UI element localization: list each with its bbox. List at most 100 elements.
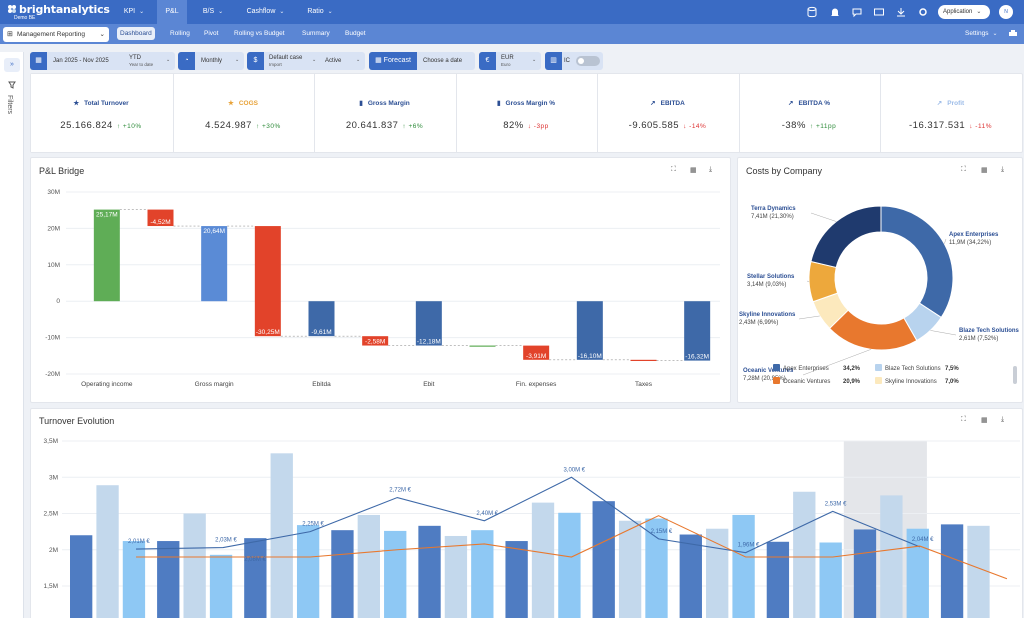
kpi-change: ↓ -11% [969, 123, 992, 130]
turnover-bar [418, 525, 441, 618]
kpi-card[interactable]: ↗ EBITDA -9.605.585 ↓ -14% [597, 74, 737, 152]
y-tick-label: 2M [49, 547, 58, 554]
turnover-bar [331, 530, 354, 618]
fullscreen-icon[interactable]: ⛶ [961, 416, 966, 423]
turnover-bar [732, 514, 755, 618]
tab-rolling[interactable]: Rolling [170, 30, 190, 37]
slice-name-label: Skyline Innovations [739, 312, 796, 318]
donut-slice [880, 205, 954, 319]
x-tick-label: Ebitda [312, 381, 331, 388]
kpi-card[interactable]: ★ Total Turnover 25.166.824 ↑ +10% [31, 74, 171, 152]
scenario-status: Active [325, 58, 342, 64]
bell-icon[interactable] [829, 6, 841, 18]
clock-icon: ◔ [178, 52, 195, 70]
avatar[interactable]: N [999, 5, 1013, 19]
turnover-bar [357, 514, 380, 618]
arrow-up-icon: ↑ [255, 123, 260, 130]
building-icon: ▥ [545, 52, 562, 70]
period-mode: YTD [129, 55, 141, 61]
report-select[interactable]: ⊞ Management Reporting ⌄ [3, 27, 109, 42]
forecast-filter[interactable]: ▦ Forecast Choose a date [369, 52, 475, 70]
tab-dashboard[interactable]: Dashboard [117, 27, 155, 40]
turnover-evolution-chart: 3,5M 3M 2,5M 2M 1,5M 2,01M € 2,03M € 2,25M € 2,7… [44, 438, 1020, 618]
settings-icon[interactable] [917, 6, 929, 18]
x-tick-label: Ebit [423, 381, 434, 388]
line-chart-icon: ↗ [788, 100, 794, 107]
nav-kpi[interactable]: KPI ⌄ [123, 8, 145, 15]
bridge-data-label: -16,10M [578, 353, 602, 360]
download-icon[interactable]: ⤓ [1001, 166, 1005, 173]
granularity-filter[interactable]: ◔ Monthly ⌄ [178, 52, 244, 70]
fullscreen-icon[interactable]: ⛶ [961, 166, 966, 173]
slice-value-label: 2,43M (6,99%) [739, 320, 778, 326]
logo-icon [8, 5, 16, 13]
table-icon[interactable]: ▦ [690, 167, 697, 174]
kpi-card[interactable]: ↗ Profit -16.317.531 ↓ -11% [880, 74, 1020, 152]
slice-value-label: 2,61M (7,52%) [959, 336, 998, 342]
bridge-bar [684, 301, 711, 361]
nav-ratio[interactable]: Ratio ⌄ [307, 8, 333, 15]
legend-scrollbar[interactable] [1013, 366, 1017, 384]
tab-budget[interactable]: Budget [345, 30, 366, 37]
y-tick-label: -10M [45, 335, 60, 342]
leader-line [930, 330, 957, 336]
ic-toggle[interactable] [576, 56, 600, 66]
tab-rolling-vs-budget[interactable]: Rolling vs Budget [234, 30, 285, 37]
database-icon[interactable] [806, 6, 818, 18]
toggle-knob [578, 58, 584, 64]
chat-icon[interactable] [851, 6, 863, 18]
line-chart-icon: ↗ [650, 100, 656, 107]
x-tick-label: Taxes [635, 381, 653, 388]
scenario-sub: Import [269, 62, 282, 67]
download-icon[interactable] [895, 6, 907, 18]
costs-title: Costs by Company [746, 166, 823, 176]
slice-value-label: 3,14M (9,03%) [747, 282, 786, 288]
bridge-data-label: -3,91M [526, 353, 546, 360]
tab-pivot[interactable]: Pivot [204, 30, 219, 37]
table-icon[interactable]: ▦ [981, 417, 988, 424]
x-tick-label: Fin. expenses [516, 381, 557, 388]
table-icon[interactable]: ▦ [981, 167, 988, 174]
bridge-bar [523, 345, 550, 360]
scenario-filter[interactable]: $ Default case Import ⌄ Active ⌄ [247, 52, 365, 70]
nav-bs[interactable]: B/S ⌄ [202, 8, 224, 15]
fullscreen-icon[interactable]: ⛶ [671, 166, 676, 173]
bridge-data-label: -2,58M [365, 339, 385, 346]
grid-icon: ⊞ [7, 31, 13, 38]
kpi-card[interactable]: ▮ Gross Margin % 82% ↓ -3pp [455, 74, 596, 152]
kpi-card[interactable]: ▮ Gross Margin 20.641.837 ↑ +6% [314, 74, 454, 152]
ic-label: IC [564, 58, 570, 64]
filter-icon[interactable] [8, 81, 16, 89]
turnover-bar [766, 541, 790, 618]
bridge-data-label: -4,52M [150, 219, 170, 226]
forecast-date[interactable]: Choose a date [423, 58, 463, 64]
tab-summary[interactable]: Summary [302, 30, 330, 37]
leader-line [802, 349, 872, 376]
currency-filter[interactable]: € EUR Euro ⌄ [479, 52, 541, 70]
nav-pnl[interactable]: P&L [157, 0, 187, 24]
settings-menu[interactable]: Settings ⌄ [965, 30, 998, 37]
pnl-bridge-panel [30, 157, 731, 403]
ic-filter[interactable]: ▥ IC [545, 52, 603, 70]
kpi-change: ↓ -14% [683, 123, 707, 130]
turnover-bar [244, 538, 267, 618]
keyboard-icon[interactable] [873, 6, 885, 18]
print-icon[interactable] [1008, 29, 1018, 39]
y-tick-label: -20M [45, 371, 60, 378]
bridge-bar [415, 301, 442, 346]
kpi-card[interactable]: ★ COGS 4.524.987 ↑ +30% [172, 74, 313, 152]
download-icon[interactable]: ⤓ [709, 166, 713, 173]
slice-name-label: Oceanic Ventures [743, 368, 794, 374]
turnover-bar [183, 513, 206, 618]
scenario-value: Default case [269, 55, 303, 61]
y-tick-label: 20M [47, 225, 60, 232]
period-filter[interactable]: ▦ Jan 2025 - Nov 2025 YTD Year to date ⌄ [30, 52, 175, 70]
application-select[interactable]: Application ⌄ [938, 5, 990, 19]
nav-cashflow[interactable]: Cashflow ⌄ [246, 8, 285, 15]
brand-logo[interactable]: brightanalytics [7, 3, 110, 16]
download-icon[interactable]: ⤓ [1001, 416, 1005, 423]
expand-filters-button[interactable]: » [4, 58, 20, 72]
kpi-card[interactable]: ↗ EBITDA % -38% ↑ +11pp [738, 74, 879, 152]
turnover-bar [96, 485, 119, 618]
turnover-bar [853, 529, 877, 618]
